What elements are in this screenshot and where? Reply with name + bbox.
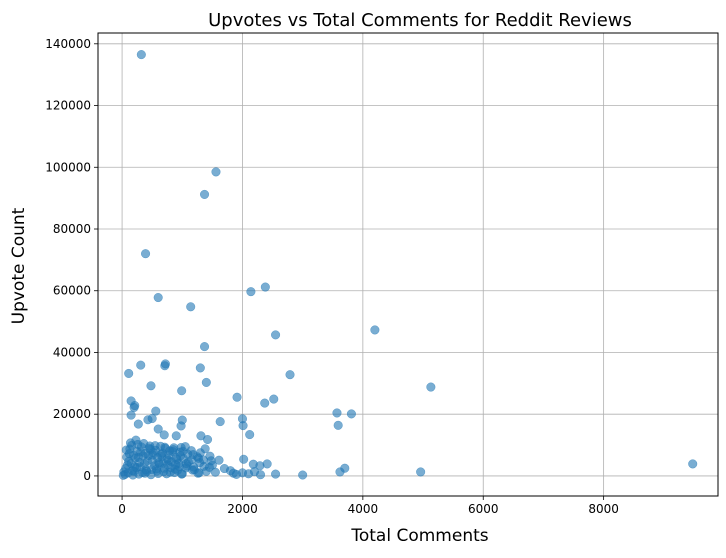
data-point [143,415,153,425]
data-point [146,381,156,391]
data-point [416,467,426,477]
data-point [201,377,211,387]
y-tick-label: 80000 [53,222,91,236]
data-point [136,360,146,370]
data-point [370,325,380,335]
data-point [426,382,436,392]
data-point [148,450,158,460]
data-point [260,282,270,292]
data-point [172,454,182,464]
data-point [142,466,152,476]
data-point [151,406,161,416]
chart-title: Upvotes vs Total Comments for Reddit Rev… [208,10,632,31]
data-point [124,368,134,379]
x-axis-ticks: 0 2000 4000 6000 8000 [118,496,619,516]
data-point [238,421,248,431]
data-point [136,50,146,60]
data-point [333,420,343,430]
data-point [210,467,220,477]
data-point [121,445,131,455]
data-point [260,398,270,408]
data-point [298,470,308,480]
data-point [285,370,295,380]
data-point [160,442,170,452]
x-tick-label: 0 [118,502,126,516]
data-point [199,189,210,199]
data-point [335,467,345,477]
data-point [200,444,210,454]
x-tick-label: 8000 [588,502,619,516]
y-tick-label: 60000 [53,284,91,298]
data-point [211,167,221,177]
data-point [199,342,210,352]
data-point [141,249,151,259]
data-point [269,394,279,404]
x-tick-label: 6000 [468,502,499,516]
data-point [126,410,136,420]
data-point [688,459,698,469]
data-point [130,462,140,472]
data-point [171,431,181,441]
y-tick-label: 140000 [45,37,91,51]
data-point [159,430,169,440]
plot-frame [97,32,719,497]
data-point [166,463,176,473]
data-point [195,363,205,373]
data-point [232,392,242,402]
data-point [181,459,192,469]
data-point [187,465,198,475]
data-point [160,361,170,371]
data-point [153,424,163,434]
data-point [245,430,255,440]
data-point [255,461,265,471]
y-tick-label: 100000 [45,160,91,174]
data-point [271,330,281,340]
data-point [186,302,196,312]
data-point [215,417,225,427]
data-point [124,456,134,466]
y-tick-label: 120000 [45,99,91,113]
x-tick-label: 2000 [227,502,258,516]
data-point [332,408,342,418]
y-axis-label: Upvote Count [9,207,29,324]
data-point [203,434,213,445]
data-point [153,292,163,303]
y-tick-label: 20000 [53,407,91,421]
data-point [136,447,146,457]
data-point [246,287,256,297]
data-point [178,446,188,456]
grid-lines [98,33,718,496]
data-point [129,402,139,412]
data-point [177,386,187,396]
data-points [118,50,698,480]
y-tick-label: 0 [83,469,91,483]
data-point [133,419,143,429]
data-point [154,458,164,468]
x-tick-label: 4000 [348,502,379,516]
data-point [205,451,215,461]
data-point [119,467,129,477]
y-tick-label: 40000 [53,345,91,359]
data-point [176,421,186,431]
data-point [346,409,356,419]
x-axis-label: Total Comments [350,526,488,546]
data-point [271,469,281,479]
data-point [255,470,266,480]
data-point [239,454,249,464]
data-point [193,453,204,463]
y-axis-ticks: 0 20000 40000 60000 80000 100000 120000 140000 [45,37,98,483]
